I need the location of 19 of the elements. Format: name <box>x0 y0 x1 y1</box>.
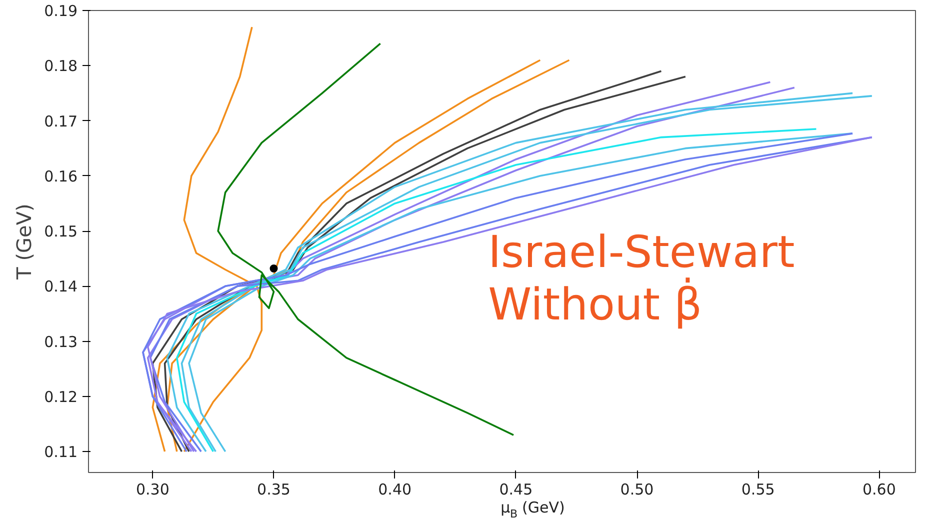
y-tick-label: 0.16 <box>44 167 78 186</box>
y-tick-label: 0.18 <box>44 57 78 76</box>
x-tick-label: 0.30 <box>136 480 170 498</box>
x-tick-label: 0.45 <box>499 480 533 498</box>
annotation: Israel-Stewart <box>488 226 795 278</box>
x-tick-label: 0.35 <box>257 480 290 498</box>
x-tick-label: 0.60 <box>862 480 896 498</box>
y-tick-label: 0.19 <box>44 2 78 20</box>
y-tick-label: 0.13 <box>44 332 78 351</box>
x-tick-label: 0.40 <box>378 480 412 498</box>
y-tick-label: 0.11 <box>44 443 78 462</box>
y-tick-label: 0.17 <box>44 112 78 130</box>
x-tick-label: 0.50 <box>620 480 654 498</box>
y-tick-label: 0.12 <box>44 388 78 406</box>
x-tick-label: 0.55 <box>741 480 775 498</box>
y-tick-label: 0.14 <box>44 278 78 296</box>
y-tick-label: 0.15 <box>44 222 78 241</box>
y-axis-title: T (GeV) <box>12 204 36 280</box>
annotation: Without β̇ <box>488 277 702 330</box>
